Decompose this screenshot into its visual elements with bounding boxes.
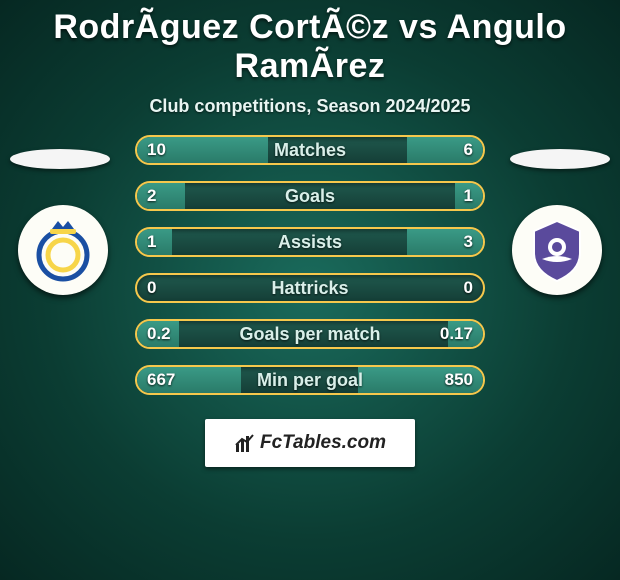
stat-label: Goals per match (137, 321, 483, 347)
stat-value-right: 850 (445, 367, 473, 393)
stat-bar: 0Hattricks0 (135, 273, 485, 303)
stat-bar: 0.2Goals per match0.17 (135, 319, 485, 349)
stat-value-right: 0.17 (440, 321, 473, 347)
page-subtitle: Club competitions, Season 2024/2025 (0, 96, 620, 117)
stat-label: Goals (137, 183, 483, 209)
brand-box[interactable]: FcTables.com (205, 419, 415, 467)
brand-text: FcTables.com (260, 432, 386, 454)
page-title: RodrÃ­guez CortÃ©z vs Angulo RamÃ­rez (0, 0, 620, 86)
club-crest-left (18, 205, 108, 295)
flag-left (10, 149, 110, 169)
stat-value-right: 0 (464, 275, 473, 301)
stat-label: Matches (137, 137, 483, 163)
stat-bar: 667Min per goal850 (135, 365, 485, 395)
comparison-panel: 10Matches62Goals11Assists30Hattricks00.2… (0, 135, 620, 515)
club-crest-right (512, 205, 602, 295)
stat-label: Hattricks (137, 275, 483, 301)
stat-label: Assists (137, 229, 483, 255)
stat-value-right: 6 (464, 137, 473, 163)
stat-label: Min per goal (137, 367, 483, 393)
stat-bar: 2Goals1 (135, 181, 485, 211)
anderlecht-crest-icon (522, 215, 592, 285)
flag-right (510, 149, 610, 169)
stat-bar: 1Assists3 (135, 227, 485, 257)
stat-bar: 10Matches6 (135, 135, 485, 165)
chart-icon (234, 432, 256, 454)
usg-crest-icon (28, 215, 98, 285)
stat-bars: 10Matches62Goals11Assists30Hattricks00.2… (135, 135, 485, 411)
stat-value-right: 3 (464, 229, 473, 255)
stat-value-right: 1 (464, 183, 473, 209)
